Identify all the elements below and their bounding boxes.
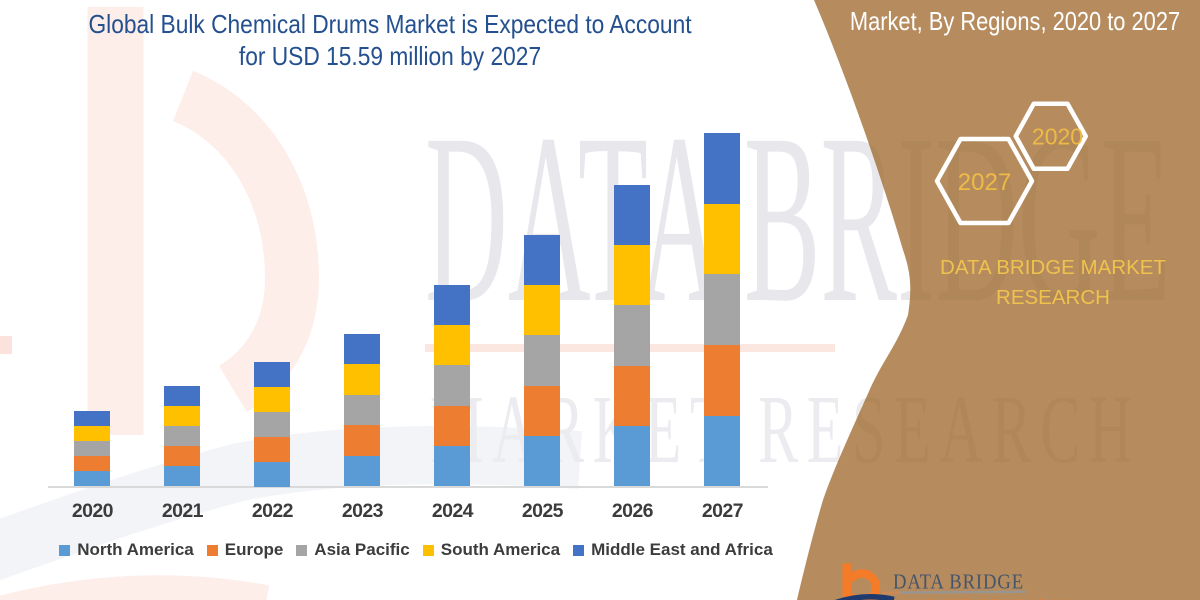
- svg-text:MARKET RESEARCH: MARKET RESEARCH: [900, 597, 1075, 600]
- svg-text:2027: 2027: [958, 169, 1011, 196]
- svg-text:2020: 2020: [1032, 124, 1083, 150]
- svg-text:DATA BRIDGE: DATA BRIDGE: [893, 570, 1024, 594]
